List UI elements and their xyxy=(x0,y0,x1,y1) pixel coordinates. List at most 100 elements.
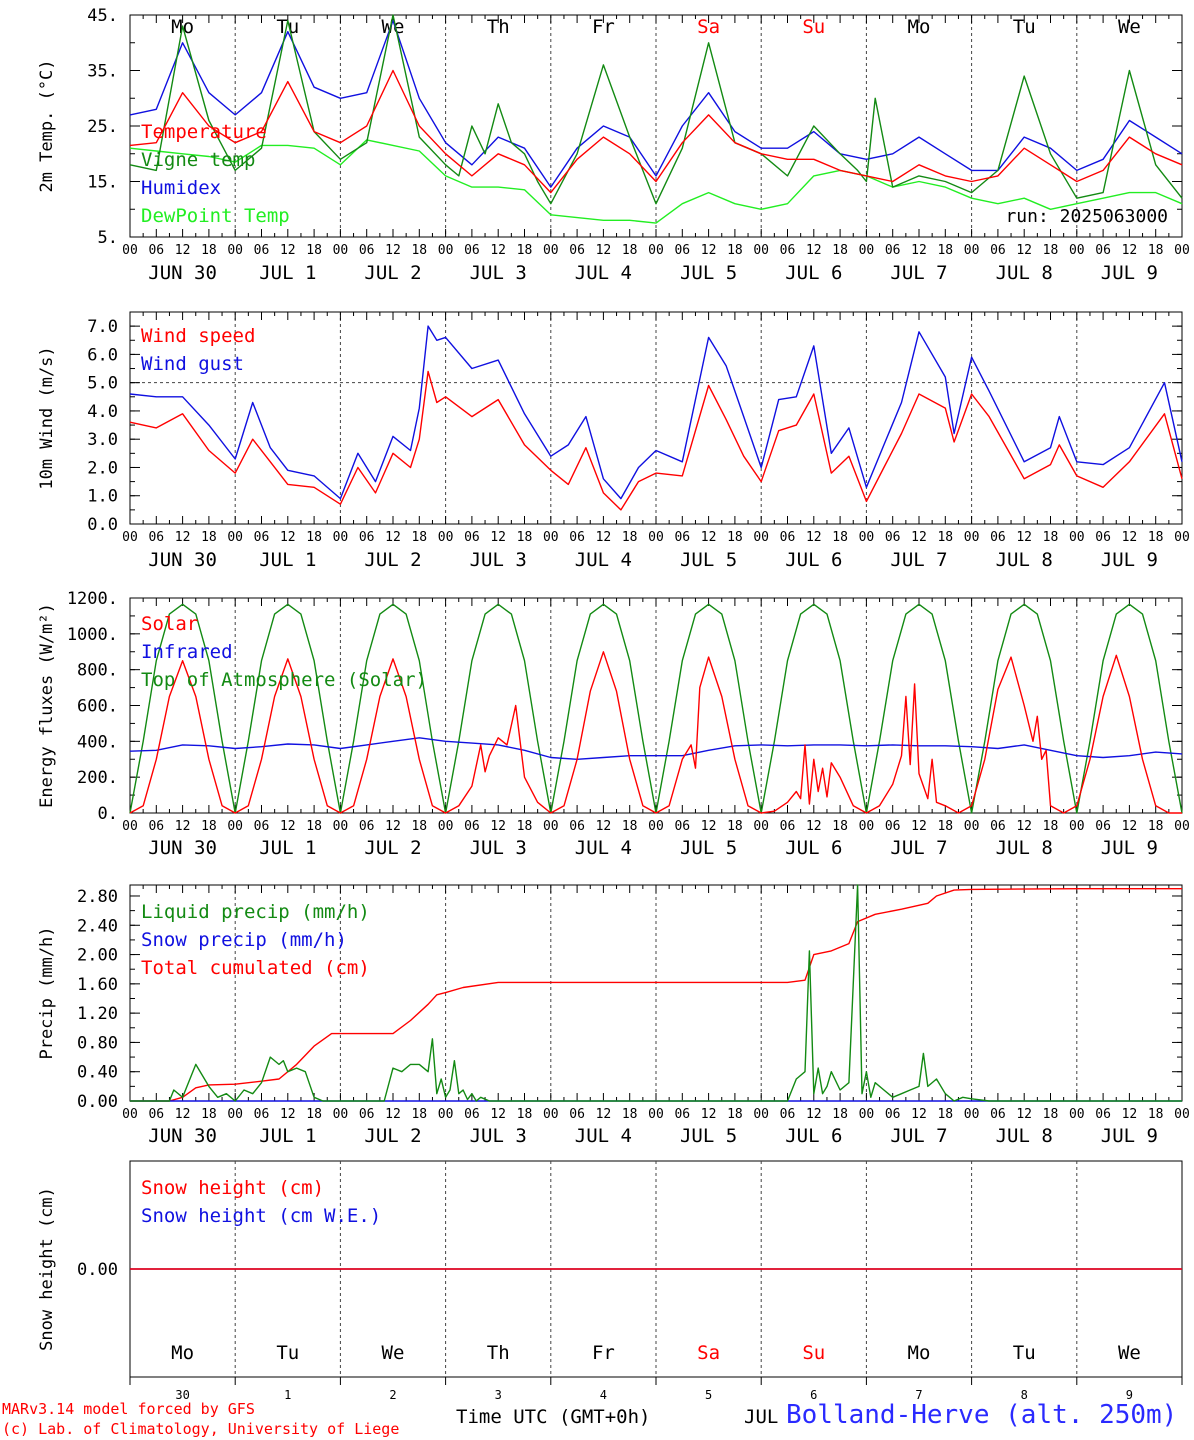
y-tick-label: 6.0 xyxy=(87,345,118,365)
hour-tick-label: 12 xyxy=(280,819,296,834)
date-label: JUL 5 xyxy=(680,262,737,284)
legend-entry: Liquid precip (mm/h) xyxy=(141,901,370,923)
hour-tick-label: 18 xyxy=(306,243,322,258)
date-label: JUL 6 xyxy=(785,549,842,571)
hour-tick-label: 00 xyxy=(543,819,559,834)
hour-tick-label: 06 xyxy=(674,819,690,834)
legend-entry: Wind speed xyxy=(141,325,255,347)
hour-tick-label: 18 xyxy=(201,530,217,545)
weekday-label: Fr xyxy=(592,1342,615,1364)
hour-tick-label: 12 xyxy=(490,243,506,258)
hour-tick-label: 18 xyxy=(306,1107,322,1122)
hour-tick-label: 12 xyxy=(1016,530,1032,545)
date-label: JUL 3 xyxy=(470,1125,527,1147)
date-label: JUN 30 xyxy=(148,549,217,571)
hour-tick-label: 18 xyxy=(517,1107,533,1122)
y-tick-label: 400. xyxy=(77,732,118,752)
weekday-label: Tu xyxy=(1013,1342,1036,1364)
month-label: JUL xyxy=(744,1406,779,1428)
day-number-label: 9 xyxy=(1126,1388,1133,1402)
hour-tick-label: 06 xyxy=(1095,819,1111,834)
day-number-label: 1 xyxy=(284,1388,291,1402)
date-label: JUL 2 xyxy=(364,837,421,859)
hour-tick-label: 18 xyxy=(832,1107,848,1122)
hour-tick-label: 18 xyxy=(937,243,953,258)
day-number-label: 4 xyxy=(600,1388,607,1402)
legend-entry: Snow precip (mm/h) xyxy=(141,929,347,951)
date-label: JUL 8 xyxy=(996,262,1053,284)
hour-tick-label: 00 xyxy=(964,819,980,834)
hour-tick-label: 06 xyxy=(569,243,585,258)
series-line-2 xyxy=(129,325,1183,500)
hour-tick-label: 12 xyxy=(806,243,822,258)
hour-tick-label: 18 xyxy=(622,530,638,545)
legend-entry: Humidex xyxy=(141,177,221,199)
y-tick-label: 600. xyxy=(77,697,118,717)
y-tick-label: 2.80 xyxy=(77,887,118,907)
hour-tick-label: 00 xyxy=(1174,243,1190,258)
y-tick-label: 200. xyxy=(77,768,118,788)
date-label: JUL 2 xyxy=(364,549,421,571)
hour-tick-label: 06 xyxy=(780,1107,796,1122)
hour-tick-label: 18 xyxy=(411,1107,427,1122)
weekday-label: Mo xyxy=(171,1342,194,1364)
hour-tick-label: 12 xyxy=(385,1107,401,1122)
date-label: JUL 7 xyxy=(890,837,947,859)
panel-2: 0.0 1.0 2.0 3.0 4.0 5.0 6.0 7.0 10m Wind (m/s) 00… xyxy=(37,311,1190,571)
series-line-2 xyxy=(129,737,1183,760)
hour-tick-label: 06 xyxy=(569,819,585,834)
date-label: JUL 4 xyxy=(575,1125,632,1147)
day-number-label: 2 xyxy=(389,1388,396,1402)
hour-tick-label: 18 xyxy=(1148,530,1164,545)
hour-tick-label: 18 xyxy=(832,243,848,258)
date-label: JUL 3 xyxy=(470,262,527,284)
series-line-1 xyxy=(129,69,1183,194)
hour-tick-label: 12 xyxy=(911,243,927,258)
date-label: JUL 9 xyxy=(1101,549,1158,571)
hour-tick-label: 00 xyxy=(1069,1107,1085,1122)
weekday-label: We xyxy=(382,16,405,38)
y-tick-label: 0.00 xyxy=(77,1092,118,1112)
run-annotation: run: 2025063000 xyxy=(1005,206,1168,227)
hour-tick-label: 00 xyxy=(1069,243,1085,258)
hour-tick-label: 06 xyxy=(254,819,270,834)
y-tick-label: 0.0 xyxy=(87,515,118,535)
weekday-label: Th xyxy=(487,1342,510,1364)
day-number-label: 8 xyxy=(1021,1388,1028,1402)
hour-tick-label: 06 xyxy=(1095,530,1111,545)
date-label: JUL 7 xyxy=(890,262,947,284)
y-tick-label: 0.80 xyxy=(77,1033,118,1053)
hour-tick-label: 06 xyxy=(990,530,1006,545)
y-tick-label: 0.40 xyxy=(77,1063,118,1083)
date-label: JUL 1 xyxy=(259,262,316,284)
day-number-label: 5 xyxy=(705,1388,712,1402)
hour-tick-label: 12 xyxy=(385,819,401,834)
hour-tick-label: 18 xyxy=(622,819,638,834)
hour-tick-label: 18 xyxy=(411,530,427,545)
hour-tick-label: 00 xyxy=(753,1107,769,1122)
hour-tick-label: 18 xyxy=(1043,1107,1059,1122)
hour-tick-label: 06 xyxy=(674,530,690,545)
hour-tick-label: 00 xyxy=(333,819,349,834)
date-label: JUL 6 xyxy=(785,262,842,284)
series-line-1 xyxy=(129,651,1182,814)
weekday-label: We xyxy=(1118,16,1141,38)
hour-tick-label: 06 xyxy=(885,530,901,545)
hour-tick-label: 18 xyxy=(411,243,427,258)
hour-tick-label: 12 xyxy=(175,530,191,545)
hour-tick-label: 00 xyxy=(1069,530,1085,545)
panel-5: 0.00 Snow height (cm) Mo Tu We Th Fr Sa Su Mo Tu We… xyxy=(37,1160,1183,1402)
hour-tick-label: 06 xyxy=(780,530,796,545)
hour-tick-label: 18 xyxy=(1148,819,1164,834)
hour-tick-label: 00 xyxy=(1069,819,1085,834)
hour-tick-label: 12 xyxy=(806,530,822,545)
hour-tick-label: 18 xyxy=(727,243,743,258)
hour-tick-label: 06 xyxy=(780,243,796,258)
series-line-4 xyxy=(129,139,1183,224)
date-label: JUL 8 xyxy=(996,837,1053,859)
hour-tick-label: 00 xyxy=(438,530,454,545)
hour-tick-label: 18 xyxy=(727,1107,743,1122)
series-line-1 xyxy=(129,370,1183,511)
hour-tick-label: 00 xyxy=(438,819,454,834)
hour-tick-label: 00 xyxy=(859,1107,875,1122)
